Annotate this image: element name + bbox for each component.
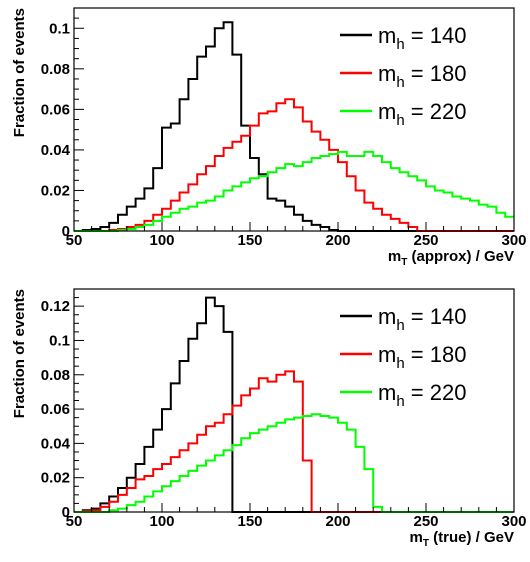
- x-tick-label: 50: [66, 513, 83, 530]
- x-axis-title: mT (true) / GeV: [410, 529, 514, 549]
- x-tick-label: 200: [325, 232, 350, 249]
- series-line-0: [74, 21, 514, 232]
- legend-label-2: mh = 220: [378, 380, 466, 410]
- histogram-panel-true: 50 100 150 200 250 300 0 0.02 0.04 0.06 0.08 0.1 0.1…: [0, 281, 530, 562]
- y-tick-label: 0.08: [41, 61, 70, 78]
- legend-label-0: mh = 140: [378, 23, 466, 53]
- y-tick-label: 0.08: [41, 367, 70, 384]
- y-tick-label: 0.1: [49, 332, 70, 349]
- x-tick-label: 200: [325, 513, 350, 530]
- y-tick-label: 0.06: [41, 401, 70, 418]
- series-line-1: [74, 98, 514, 232]
- y-tick-label: 0: [62, 504, 70, 521]
- y-tick-label: 0.04: [41, 435, 71, 452]
- y-axis-title: Fraction of events: [11, 8, 28, 137]
- x-tick-label: 250: [413, 513, 438, 530]
- legend-label-1: mh = 180: [378, 342, 466, 372]
- x-tick-label: 300: [501, 232, 526, 249]
- histogram-true-svg: 50 100 150 200 250 300 0 0.02 0.04 0.06 0.08 0.1 0.1…: [11, 288, 527, 549]
- legend-label-0: mh = 140: [378, 304, 466, 334]
- legend-label-2: mh = 220: [378, 99, 466, 129]
- y-tick-label: 0.02: [41, 182, 70, 199]
- histogram-panel-approx: 50 100 150 200 250 300 0 0.02 0.04 0.06 0.08 0.1 mT …: [11, 7, 527, 268]
- y-tick-label: 0.12: [41, 298, 70, 315]
- series-line-2: [74, 150, 514, 232]
- x-tick-label: 100: [149, 232, 174, 249]
- y-tick-label: 0.04: [41, 142, 71, 159]
- x-tick-label: 150: [237, 513, 262, 530]
- x-tick-label: 300: [501, 513, 526, 530]
- x-axis-title: mT (approx) / GeV: [388, 248, 514, 268]
- x-tick-label: 250: [413, 232, 438, 249]
- x-tick-label: 50: [66, 232, 83, 249]
- y-tick-label: 0.02: [41, 470, 70, 487]
- legend-label-1: mh = 180: [378, 61, 466, 91]
- histogram-approx-svg: 50 100 150 200 250 300 0 0.02 0.04 0.06 0.08 0.1 mT …: [11, 7, 527, 268]
- x-tick-label: 150: [237, 232, 262, 249]
- y-axis-title: Fraction of events: [11, 289, 28, 418]
- y-tick-label: 0: [62, 223, 70, 240]
- y-tick-label: 0.06: [41, 101, 70, 118]
- x-tick-label: 100: [149, 513, 174, 530]
- y-tick-label: 0.1: [49, 20, 70, 37]
